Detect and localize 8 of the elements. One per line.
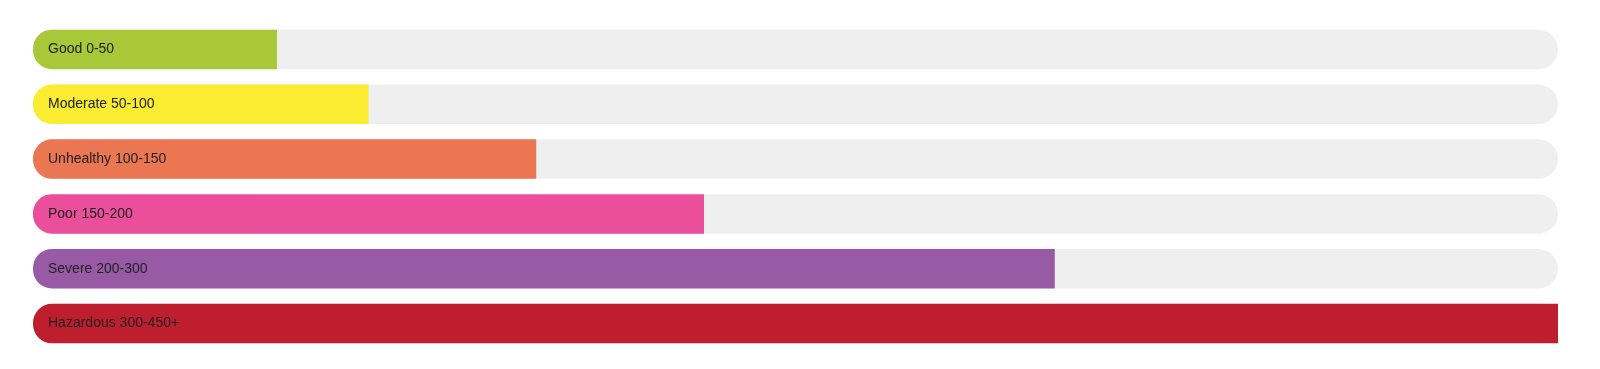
bar: [33, 29, 277, 70]
bar: [33, 84, 369, 124]
y-tick-label: Poor 150-200: [48, 204, 134, 221]
y-tick-label: Severe 200-300: [48, 259, 148, 276]
y-tick-label: Hazardous 300-450+: [48, 314, 180, 331]
y-tick-label: Unhealthy 100-150: [48, 149, 167, 166]
y-tick-label: Moderate 50-100: [48, 95, 155, 112]
y-tick-label: Good 0-50: [48, 40, 115, 57]
